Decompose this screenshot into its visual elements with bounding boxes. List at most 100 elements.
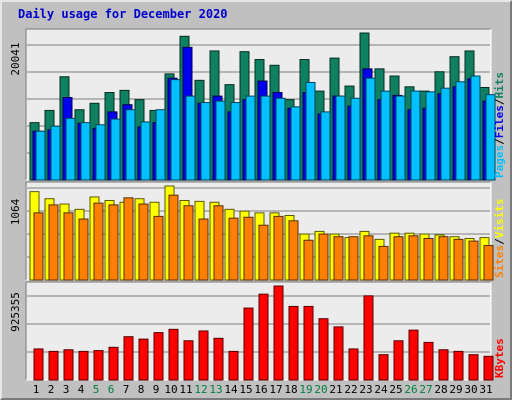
bar-sites-day-10	[168, 194, 179, 281]
bar-sites-day-30	[468, 240, 479, 281]
bar-sites-day-7	[123, 197, 134, 281]
bar-sites-day-17	[273, 215, 284, 281]
bar-kbytes-day-10	[168, 328, 179, 381]
bar-pages-day-31	[485, 94, 496, 181]
bar-kbytes-day-7	[123, 336, 134, 381]
day-label-31: 31	[479, 383, 492, 396]
bar-kbytes-day-25	[393, 340, 404, 381]
bar-pages-day-21	[335, 95, 346, 181]
bar-pages-day-22	[350, 97, 361, 181]
day-label-9: 9	[153, 383, 160, 396]
legend: KBytes	[493, 338, 506, 378]
bar-sites-day-25	[393, 236, 404, 281]
bar-pages-day-20	[320, 111, 331, 181]
day-label-14: 14	[224, 383, 238, 396]
legend: Sites/Visits	[493, 199, 506, 279]
bar-kbytes-day-6	[108, 346, 119, 381]
bar-pages-day-17	[275, 97, 286, 181]
bar-kbytes-day-27	[423, 341, 434, 381]
bar-pages-day-2	[50, 125, 61, 181]
day-label-23: 23	[359, 383, 372, 396]
panel-kbytes: 925355 KBytes	[9, 281, 506, 381]
bar-kbytes-day-22	[348, 348, 359, 381]
bar-pages-day-10	[170, 79, 181, 181]
day-label-16: 16	[254, 383, 267, 396]
bar-pages-day-11	[185, 95, 196, 181]
bar-kbytes-day-20	[318, 318, 329, 381]
day-label-29: 29	[449, 383, 462, 396]
day-label-3: 3	[63, 383, 70, 396]
panel-visits-sites: 1064 Sites/Visits	[9, 181, 506, 281]
bar-pages-day-15	[245, 95, 256, 181]
bar-sites-day-3	[63, 212, 74, 281]
bar-pages-day-23	[365, 77, 376, 181]
bar-kbytes-day-24	[378, 354, 389, 381]
bar-pages-day-27	[425, 91, 436, 181]
bar-kbytes-day-18	[288, 305, 299, 381]
bar-kbytes-day-1	[33, 348, 44, 381]
bar-kbytes-day-11	[183, 340, 194, 381]
bar-pages-day-12	[200, 102, 211, 181]
bar-sites-day-28	[438, 236, 449, 281]
day-label-24: 24	[374, 383, 388, 396]
legend-entry-separator: /	[493, 138, 506, 145]
bar-pages-day-24	[380, 90, 391, 181]
bar-sites-day-13	[213, 205, 224, 281]
bar-pages-day-18	[290, 106, 301, 181]
day-label-27: 27	[419, 383, 432, 396]
bar-sites-day-11	[183, 205, 194, 281]
bar-pages-day-5	[95, 124, 106, 181]
bar-sites-day-4	[78, 218, 89, 281]
day-label-18: 18	[284, 383, 297, 396]
bar-pages-day-9	[155, 109, 166, 181]
day-label-15: 15	[239, 383, 252, 396]
bar-sites-day-20	[318, 233, 329, 281]
day-label-11: 11	[179, 383, 192, 396]
bar-sites-day-2	[48, 204, 59, 281]
bar-kbytes-day-26	[408, 329, 419, 381]
legend-entry-pages: Pages	[493, 145, 506, 178]
bar-kbytes-day-2	[48, 350, 59, 381]
bar-sites-day-12	[198, 218, 209, 281]
bar-pages-day-8	[140, 121, 151, 181]
legend-entry-files: Files	[493, 105, 506, 138]
day-label-12: 12	[194, 383, 207, 396]
day-label-28: 28	[434, 383, 447, 396]
bar-kbytes-day-15	[243, 307, 254, 381]
bar-kbytes-day-31	[483, 355, 494, 381]
max-value-label: 20041	[9, 42, 22, 75]
bar-sites-day-15	[243, 216, 254, 281]
bar-sites-day-22	[348, 236, 359, 281]
day-label-13: 13	[209, 383, 222, 396]
day-label-6: 6	[108, 383, 115, 396]
day-label-22: 22	[344, 383, 357, 396]
bar-sites-day-18	[288, 220, 299, 281]
day-label-19: 19	[299, 383, 312, 396]
legend-entry-separator: /	[493, 98, 506, 105]
day-label-4: 4	[78, 383, 85, 396]
bar-kbytes-day-8	[138, 338, 149, 381]
bar-sites-day-1	[33, 212, 44, 281]
bar-sites-day-23	[363, 235, 374, 281]
bar-kbytes-day-16	[258, 293, 269, 381]
day-label-30: 30	[464, 383, 477, 396]
bar-kbytes-day-4	[78, 350, 89, 381]
bar-pages-day-28	[440, 87, 451, 181]
bar-sites-day-21	[333, 236, 344, 281]
legend-entry-hits: Hits	[493, 72, 506, 99]
bar-kbytes-day-21	[333, 326, 344, 381]
bar-kbytes-day-19	[303, 305, 314, 381]
bar-pages-day-16	[260, 95, 271, 181]
day-label-20: 20	[314, 383, 327, 396]
day-label-5: 5	[93, 383, 100, 396]
bar-kbytes-day-5	[93, 350, 104, 381]
bar-pages-day-19	[305, 81, 316, 181]
bar-sites-day-26	[408, 235, 419, 281]
bar-kbytes-day-17	[273, 285, 284, 381]
bar-pages-day-7	[125, 109, 136, 181]
legend-entry-kbytes: KBytes	[493, 338, 506, 378]
bar-pages-day-29	[455, 81, 466, 181]
bar-kbytes-day-30	[468, 354, 479, 381]
day-label-26: 26	[404, 383, 417, 396]
